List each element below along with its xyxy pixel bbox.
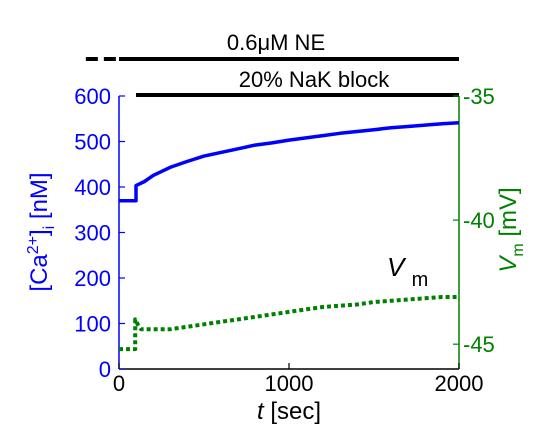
ne-label: 0.6μM NE xyxy=(227,30,325,55)
y-left-tick-label: 100 xyxy=(74,312,111,337)
vm-series-label-main: V xyxy=(387,252,407,282)
y-left-tick-label: 200 xyxy=(74,266,111,291)
y-right-tick-label: -40 xyxy=(463,208,495,233)
vm-series-line xyxy=(119,295,459,352)
x-axis-label-rest: [sec] xyxy=(264,398,321,425)
axes: 0 1000 2000 0 100 200 300 400 500 600 -35 -40 -45 xyxy=(74,84,495,396)
series-group xyxy=(119,121,460,352)
y-left-tick-label: 400 xyxy=(74,175,111,200)
y-left-tick-label: 600 xyxy=(74,84,111,109)
x-tick-label: 2000 xyxy=(435,371,484,396)
nak-label: 20% NaK block xyxy=(239,67,390,92)
y-right-tick-label: -35 xyxy=(463,84,495,109)
y-left-tick-label: 0 xyxy=(99,357,111,382)
x-tick-label: 0 xyxy=(113,371,125,396)
x-axis-label-italic: t xyxy=(257,398,265,425)
y-axis-label-left: [Ca2+]i [nM] xyxy=(25,172,58,291)
y-left-tick-label: 500 xyxy=(74,130,111,155)
y-right-tick-label: -45 xyxy=(463,332,495,357)
y-axis-label-right: Vm [mV] xyxy=(495,187,527,272)
vm-series-label: V m xyxy=(387,252,428,291)
calcium-series-line xyxy=(119,121,460,203)
y-left-tick-label: 300 xyxy=(74,221,111,246)
x-tick-label: 1000 xyxy=(265,371,314,396)
stimulus-bars xyxy=(85,57,459,97)
vm-series-label-sub: m xyxy=(412,269,429,291)
x-axis-label: t [sec] xyxy=(257,398,321,425)
